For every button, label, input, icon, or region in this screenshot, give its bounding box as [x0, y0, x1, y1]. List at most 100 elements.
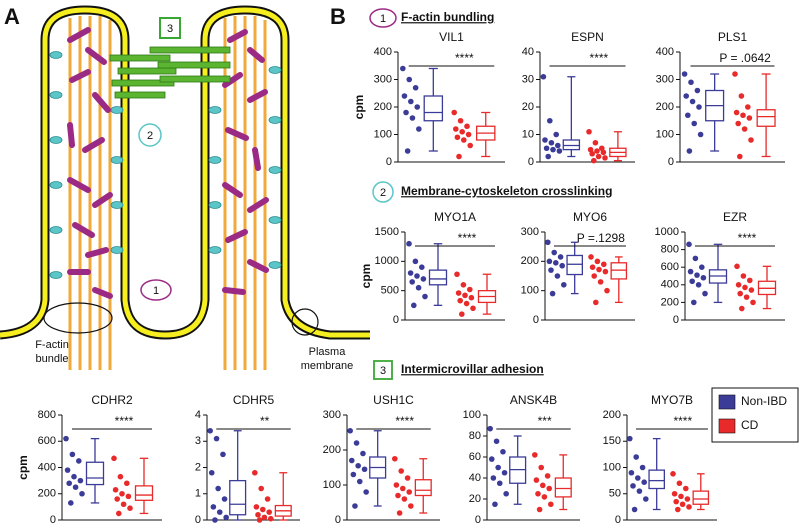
chart-title: MYO7B — [651, 393, 693, 407]
data-point — [412, 258, 419, 265]
y-tick-label: 0 — [615, 514, 621, 526]
data-point — [737, 153, 743, 160]
data-point — [253, 504, 260, 510]
y-tick-label: 20 — [469, 493, 481, 505]
y-tick-label: 40 — [522, 46, 534, 58]
box — [85, 461, 105, 486]
data-point — [739, 305, 745, 312]
y-tick-label: 500 — [381, 285, 399, 297]
data-point — [743, 294, 750, 300]
box — [423, 95, 444, 122]
data-point — [463, 300, 470, 307]
data-point — [492, 501, 498, 508]
section-number: 3 — [380, 365, 386, 377]
data-point — [464, 123, 470, 130]
data-point — [548, 267, 554, 273]
diagram-label: membrane — [301, 360, 354, 372]
data-point — [495, 464, 501, 471]
data-point — [630, 483, 636, 489]
data-point — [750, 299, 756, 306]
data-point — [66, 480, 72, 487]
y-tick-label: 300 — [374, 73, 392, 85]
y-tick-label: 150 — [603, 435, 621, 447]
data-point — [627, 435, 633, 442]
y-tick-label: 200 — [323, 444, 341, 456]
data-point — [114, 496, 120, 502]
significance-label: ** — [260, 414, 270, 428]
data-point — [68, 500, 74, 506]
y-tick-label: 0 — [386, 156, 392, 168]
y-tick-label: 400 — [656, 46, 674, 58]
linkers — [49, 51, 282, 279]
data-point — [408, 503, 414, 509]
data-point — [546, 485, 552, 492]
data-point — [700, 274, 707, 281]
y-tick-label: 4 — [195, 409, 201, 421]
data-point — [487, 425, 493, 432]
data-point — [735, 120, 741, 127]
data-point — [500, 448, 506, 455]
data-point — [409, 279, 416, 285]
data-point — [455, 290, 462, 296]
y-tick-label: 50 — [609, 488, 621, 500]
data-point — [216, 509, 223, 515]
data-point — [547, 117, 553, 124]
significance-label: **** — [458, 231, 477, 245]
data-point — [535, 490, 541, 497]
data-point — [352, 503, 358, 509]
data-point — [356, 478, 363, 485]
data-point — [396, 510, 403, 516]
data-point — [733, 109, 740, 116]
data-point — [407, 270, 414, 276]
data-point — [549, 290, 556, 297]
data-point — [643, 496, 649, 502]
box — [692, 490, 710, 505]
data-point — [691, 299, 697, 306]
data-point — [551, 249, 557, 256]
data-point — [422, 293, 428, 300]
chart-title: EZR — [723, 210, 747, 224]
y-tick-label: 200 — [661, 296, 679, 308]
y-tick-label: 0 — [533, 314, 539, 326]
data-point — [542, 137, 548, 143]
data-point — [589, 150, 595, 157]
y-tick-label: 300 — [521, 226, 539, 238]
y-tick-label: 200 — [521, 255, 539, 267]
data-point — [461, 137, 467, 143]
membrane-outline — [291, 308, 319, 336]
data-point — [406, 240, 412, 247]
data-point — [673, 498, 679, 505]
y-tick-label: 1000 — [655, 226, 679, 238]
data-point — [740, 273, 747, 279]
data-point — [555, 142, 561, 149]
data-point — [676, 480, 683, 487]
data-point — [747, 277, 753, 284]
y-tick-label: 1000 — [375, 255, 399, 267]
chart-title: MYO1A — [434, 210, 476, 224]
data-point — [404, 148, 411, 154]
data-point — [691, 120, 697, 127]
data-point — [601, 261, 607, 268]
data-point — [591, 157, 597, 164]
data-point — [635, 475, 641, 481]
data-point — [748, 137, 754, 143]
data-point — [111, 455, 117, 462]
data-point — [688, 79, 694, 86]
data-point — [540, 482, 546, 489]
data-point — [215, 485, 221, 492]
data-point — [252, 469, 258, 476]
data-point — [112, 487, 119, 493]
data-point — [350, 471, 357, 478]
y-tick-label: 800 — [38, 409, 56, 421]
panel-label: B — [330, 4, 346, 29]
marker-text: 3 — [167, 23, 173, 35]
data-point — [543, 145, 550, 152]
data-point — [408, 98, 414, 105]
y-tick-label: 10 — [522, 128, 534, 140]
data-point — [462, 292, 468, 299]
panel-label: A — [4, 4, 20, 29]
data-point — [604, 287, 610, 294]
data-point — [748, 287, 755, 293]
y-tick-label: 100 — [463, 409, 481, 421]
data-point — [347, 427, 353, 434]
